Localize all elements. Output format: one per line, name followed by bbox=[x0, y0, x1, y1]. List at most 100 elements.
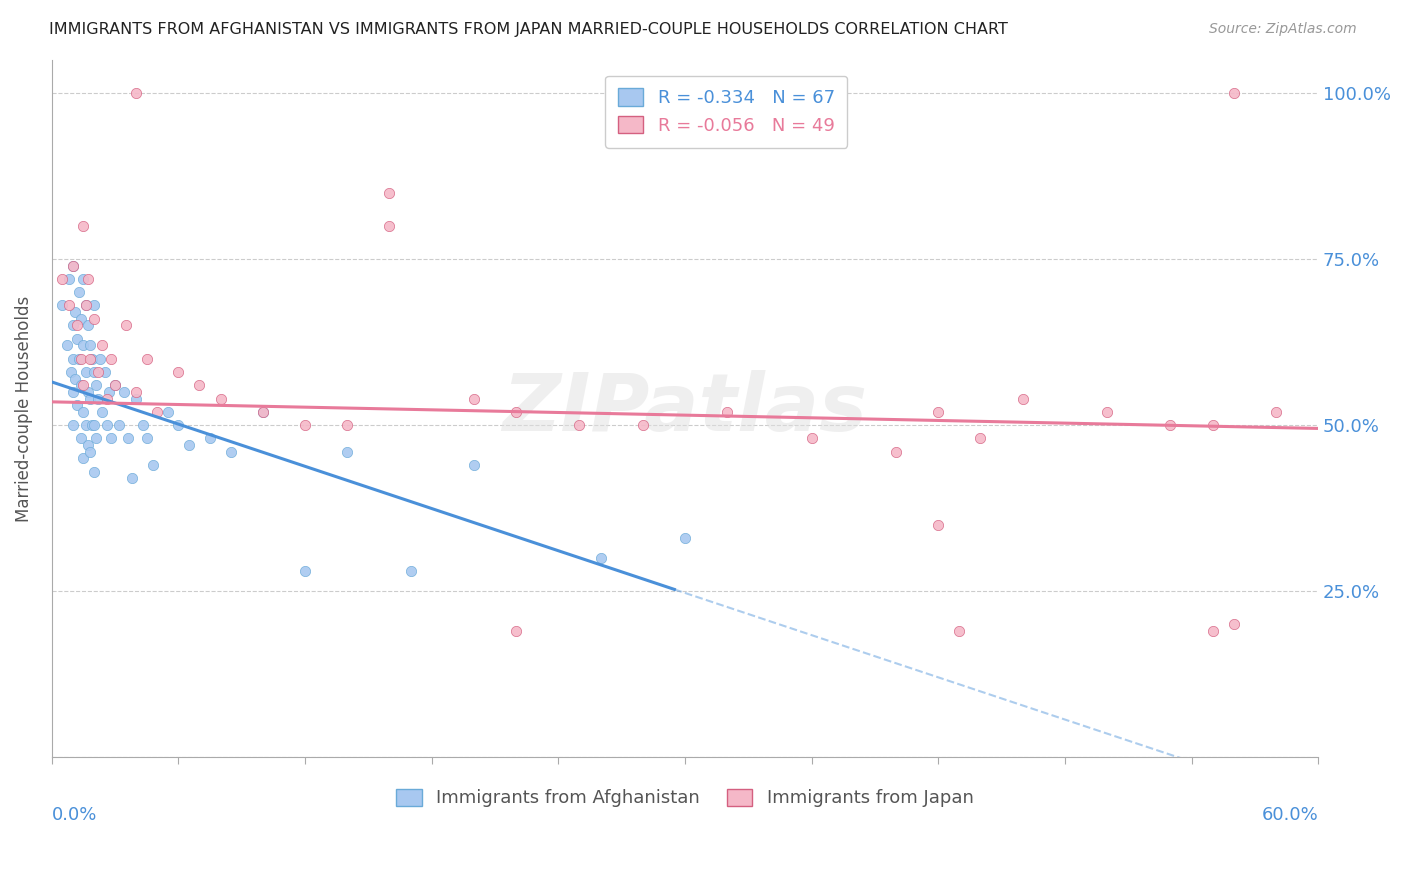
Point bbox=[75, 298, 97, 312]
Point bbox=[79, 338, 101, 352]
Point bbox=[62, 418, 84, 433]
Text: Source: ZipAtlas.com: Source: ZipAtlas.com bbox=[1209, 22, 1357, 37]
Point bbox=[70, 431, 93, 445]
Point bbox=[117, 431, 139, 445]
Point bbox=[125, 86, 148, 100]
Point bbox=[76, 438, 98, 452]
Point bbox=[156, 405, 179, 419]
Point bbox=[378, 219, 401, 233]
Point bbox=[83, 298, 105, 312]
Point bbox=[63, 371, 86, 385]
Point bbox=[125, 384, 148, 399]
Point bbox=[1222, 86, 1244, 100]
Point bbox=[1201, 624, 1223, 639]
Point bbox=[72, 272, 94, 286]
Point bbox=[91, 338, 114, 352]
Point bbox=[83, 418, 105, 433]
Point bbox=[100, 431, 122, 445]
Point bbox=[75, 365, 97, 379]
Point bbox=[104, 378, 127, 392]
Point bbox=[336, 444, 359, 458]
Point bbox=[89, 351, 111, 366]
Point bbox=[62, 351, 84, 366]
Point bbox=[75, 298, 97, 312]
Point bbox=[378, 186, 401, 200]
Point bbox=[131, 418, 153, 433]
Point bbox=[58, 298, 80, 312]
Point bbox=[100, 351, 122, 366]
Point bbox=[716, 405, 738, 419]
Y-axis label: Married-couple Households: Married-couple Households bbox=[15, 295, 32, 522]
Point bbox=[87, 392, 110, 406]
Point bbox=[884, 444, 907, 458]
Point bbox=[72, 378, 94, 392]
Point bbox=[167, 365, 190, 379]
Point bbox=[62, 384, 84, 399]
Point bbox=[79, 444, 101, 458]
Point bbox=[79, 392, 101, 406]
Point bbox=[108, 418, 131, 433]
Point bbox=[209, 392, 232, 406]
Point bbox=[76, 272, 98, 286]
Point bbox=[1095, 405, 1118, 419]
Point bbox=[72, 219, 94, 233]
Point bbox=[72, 338, 94, 352]
Point bbox=[177, 438, 200, 452]
Point bbox=[87, 365, 110, 379]
Point bbox=[219, 444, 242, 458]
Point bbox=[927, 405, 949, 419]
Point bbox=[83, 365, 105, 379]
Point bbox=[121, 471, 143, 485]
Point bbox=[252, 405, 274, 419]
Point bbox=[66, 318, 89, 333]
Point bbox=[463, 392, 485, 406]
Point bbox=[70, 378, 93, 392]
Point bbox=[399, 564, 422, 578]
Point bbox=[112, 384, 135, 399]
Point bbox=[80, 351, 103, 366]
Point bbox=[84, 431, 107, 445]
Point bbox=[568, 418, 591, 433]
Point bbox=[70, 351, 93, 366]
Point bbox=[167, 418, 190, 433]
Point bbox=[93, 365, 115, 379]
Point bbox=[51, 272, 73, 286]
Point bbox=[96, 392, 118, 406]
Point bbox=[948, 624, 970, 639]
Point bbox=[294, 418, 316, 433]
Point bbox=[969, 431, 991, 445]
Point bbox=[51, 298, 73, 312]
Point bbox=[70, 311, 93, 326]
Point bbox=[63, 305, 86, 319]
Point bbox=[80, 418, 103, 433]
Point bbox=[125, 392, 148, 406]
Point bbox=[104, 378, 127, 392]
Point bbox=[589, 551, 612, 566]
Point bbox=[673, 531, 696, 545]
Point bbox=[631, 418, 654, 433]
Point bbox=[83, 311, 105, 326]
Point bbox=[66, 398, 89, 412]
Legend: Immigrants from Afghanistan, Immigrants from Japan: Immigrants from Afghanistan, Immigrants … bbox=[385, 778, 984, 818]
Point bbox=[135, 431, 157, 445]
Point bbox=[55, 338, 77, 352]
Point bbox=[1201, 418, 1223, 433]
Point bbox=[62, 318, 84, 333]
Point bbox=[1222, 617, 1244, 632]
Point bbox=[294, 564, 316, 578]
Point bbox=[58, 272, 80, 286]
Point bbox=[336, 418, 359, 433]
Point bbox=[135, 351, 157, 366]
Point bbox=[83, 465, 105, 479]
Point bbox=[252, 405, 274, 419]
Point bbox=[66, 332, 89, 346]
Point bbox=[114, 318, 136, 333]
Point bbox=[505, 405, 527, 419]
Point bbox=[198, 431, 221, 445]
Point bbox=[505, 624, 527, 639]
Point bbox=[76, 318, 98, 333]
Point bbox=[1264, 405, 1286, 419]
Point bbox=[96, 418, 118, 433]
Point bbox=[76, 384, 98, 399]
Point bbox=[72, 405, 94, 419]
